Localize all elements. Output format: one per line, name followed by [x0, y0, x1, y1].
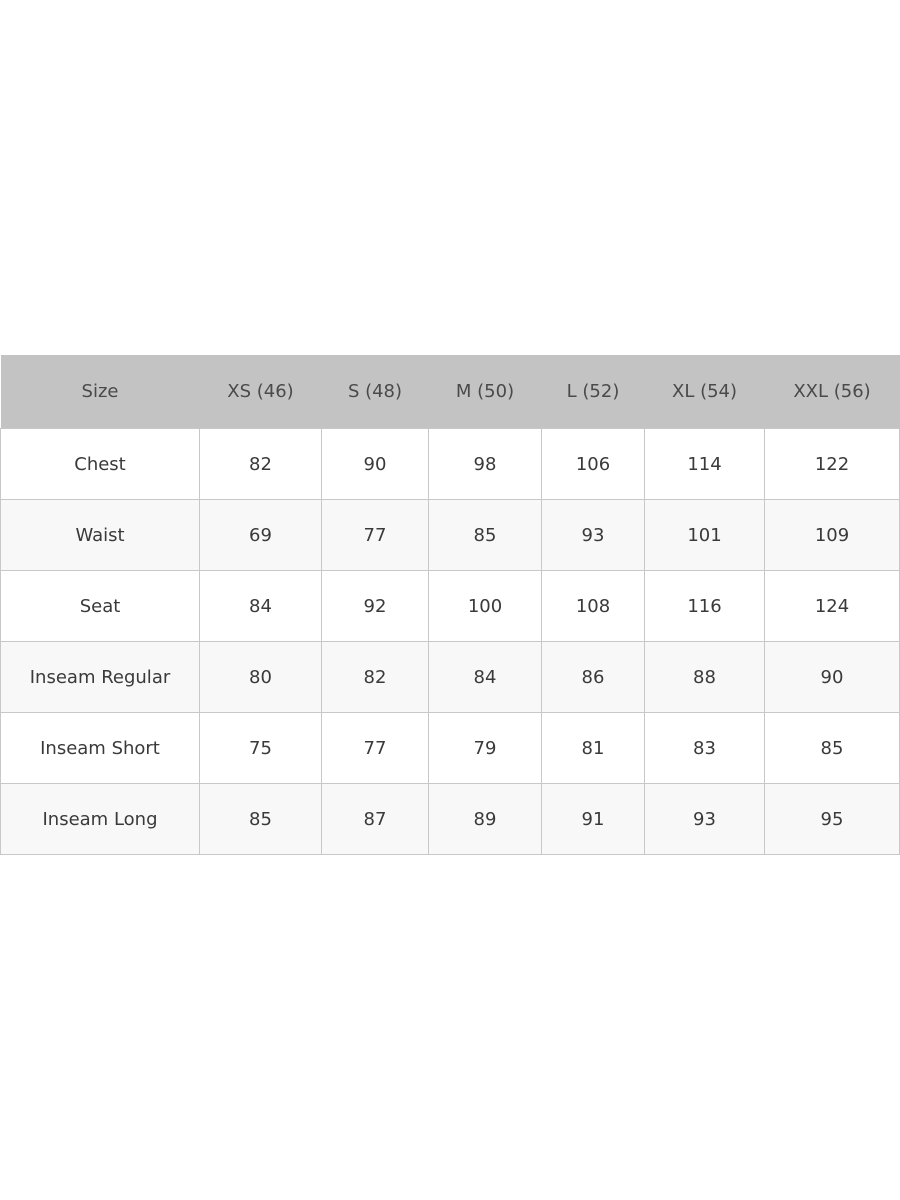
column-header: XXL (56) [764, 355, 900, 429]
table-cell: 98 [428, 428, 542, 500]
column-header: Size [0, 355, 200, 429]
table-cell: 77 [321, 499, 429, 571]
table-cell: 85 [428, 499, 542, 571]
row-label: Inseam Short [0, 712, 200, 784]
row-label: Inseam Regular [0, 641, 200, 713]
table-row: Inseam Long 85 87 89 91 93 95 [0, 783, 900, 855]
table-cell: 81 [541, 712, 645, 784]
table-cell: 87 [321, 783, 429, 855]
row-label: Waist [0, 499, 200, 571]
table-cell: 106 [541, 428, 645, 500]
table-cell: 89 [428, 783, 542, 855]
table-row: Waist 69 77 85 93 101 109 [0, 499, 900, 571]
row-label: Inseam Long [0, 783, 200, 855]
table-cell: 84 [428, 641, 542, 713]
table-cell: 116 [644, 570, 765, 642]
table-cell: 108 [541, 570, 645, 642]
table-cell: 114 [644, 428, 765, 500]
column-header: L (52) [541, 355, 645, 429]
table-row: Inseam Regular 80 82 84 86 88 90 [0, 641, 900, 713]
column-header: XS (46) [199, 355, 322, 429]
table-cell: 93 [644, 783, 765, 855]
table-row: Chest 82 90 98 106 114 122 [0, 428, 900, 500]
row-label: Seat [0, 570, 200, 642]
table-cell: 79 [428, 712, 542, 784]
table-cell: 77 [321, 712, 429, 784]
table-cell: 101 [644, 499, 765, 571]
table-cell: 83 [644, 712, 765, 784]
table-cell: 124 [764, 570, 900, 642]
table-cell: 90 [764, 641, 900, 713]
column-header: S (48) [321, 355, 429, 429]
row-label: Chest [0, 428, 200, 500]
table-cell: 85 [199, 783, 322, 855]
table-cell: 122 [764, 428, 900, 500]
table-cell: 80 [199, 641, 322, 713]
table-row: Seat 84 92 100 108 116 124 [0, 570, 900, 642]
column-header: XL (54) [644, 355, 765, 429]
table-cell: 75 [199, 712, 322, 784]
table-cell: 82 [321, 641, 429, 713]
table-cell: 93 [541, 499, 645, 571]
table-cell: 69 [199, 499, 322, 571]
table-cell: 100 [428, 570, 542, 642]
column-header: M (50) [428, 355, 542, 429]
table-cell: 95 [764, 783, 900, 855]
size-chart-table: Size XS (46) S (48) M (50) L (52) XL (54) XXL … [0, 355, 900, 855]
table-cell: 86 [541, 641, 645, 713]
table-cell: 85 [764, 712, 900, 784]
table-row: Inseam Short 75 77 79 81 83 85 [0, 712, 900, 784]
table-cell: 91 [541, 783, 645, 855]
header-row: Size XS (46) S (48) M (50) L (52) XL (54) XXL … [0, 355, 900, 429]
table-cell: 84 [199, 570, 322, 642]
table-cell: 88 [644, 641, 765, 713]
table-cell: 92 [321, 570, 429, 642]
table-cell: 82 [199, 428, 322, 500]
table-cell: 90 [321, 428, 429, 500]
table-cell: 109 [764, 499, 900, 571]
